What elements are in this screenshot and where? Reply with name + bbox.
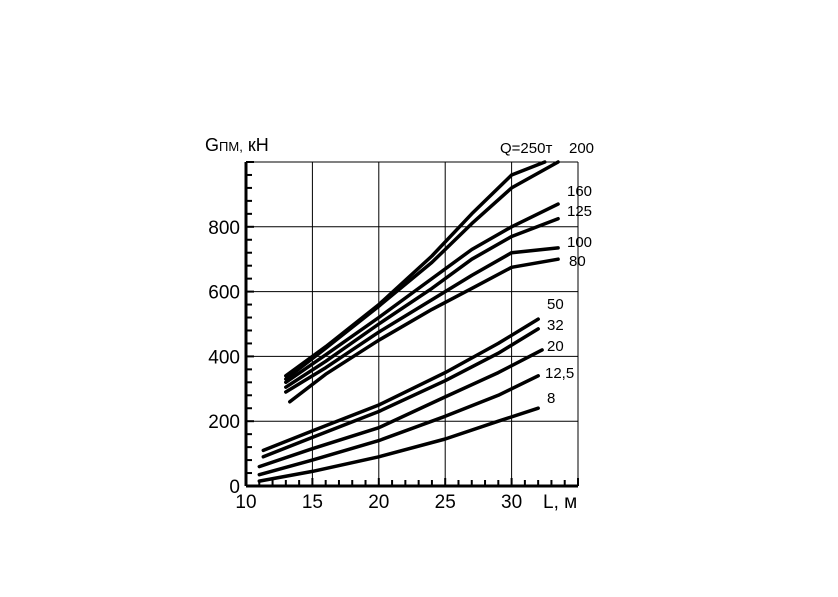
y-axis-title-sub: ПМ, bbox=[219, 139, 243, 154]
x-tick-label: 10 bbox=[235, 492, 256, 513]
series-label-5: 100 bbox=[567, 234, 592, 251]
y-tick-label: 0 bbox=[229, 477, 240, 498]
series-label-7: 50 bbox=[547, 296, 564, 313]
x-axis-title: L, м bbox=[543, 492, 577, 513]
series-line-6 bbox=[288, 257, 560, 404]
y-tick-label: 400 bbox=[208, 347, 240, 368]
series-label-9: 20 bbox=[547, 338, 564, 355]
series-label-3: 160 bbox=[567, 183, 592, 200]
series-label-4: 125 bbox=[567, 203, 592, 220]
series-line-5 bbox=[284, 246, 560, 394]
y-axis-title: GПМ, кН bbox=[205, 135, 269, 155]
y-axis-title-unit: кН bbox=[248, 135, 269, 155]
axes: 10 15 20 25 30 0 200 400 600 800 bbox=[208, 161, 579, 513]
x-tick-label: 15 bbox=[302, 492, 323, 513]
series-label-1: Q=250т bbox=[500, 140, 552, 157]
series-line-8 bbox=[261, 327, 540, 459]
y-tick-label: 600 bbox=[208, 283, 240, 304]
y-tick-label: 200 bbox=[208, 412, 240, 433]
series-line-9 bbox=[257, 348, 544, 469]
series-label-10: 12,5 bbox=[545, 365, 574, 382]
series-line-7 bbox=[261, 317, 540, 453]
x-tick-label: 20 bbox=[368, 492, 389, 513]
y-axis-title-main: G bbox=[205, 135, 219, 155]
grid bbox=[246, 161, 579, 486]
series-line-3 bbox=[284, 202, 560, 385]
y-tick-label: 800 bbox=[208, 218, 240, 239]
series-line-10 bbox=[257, 374, 540, 477]
series-label-2: 200 bbox=[569, 140, 594, 157]
series-label-6: 80 bbox=[569, 253, 586, 270]
series-line-4 bbox=[284, 216, 560, 389]
labels: Q=250т 200 160 125 100 80 50 32 20 12,5 8 bbox=[500, 140, 594, 407]
series-lines bbox=[257, 160, 560, 483]
series-line-2 bbox=[284, 160, 560, 381]
x-tick-label: 25 bbox=[435, 492, 456, 513]
axis-titles: GПМ, кН L, м bbox=[205, 135, 577, 513]
series-line-11 bbox=[257, 406, 540, 483]
series-label-11: 8 bbox=[547, 390, 555, 407]
series-label-8: 32 bbox=[547, 317, 564, 334]
x-tick-label: 30 bbox=[501, 492, 522, 513]
